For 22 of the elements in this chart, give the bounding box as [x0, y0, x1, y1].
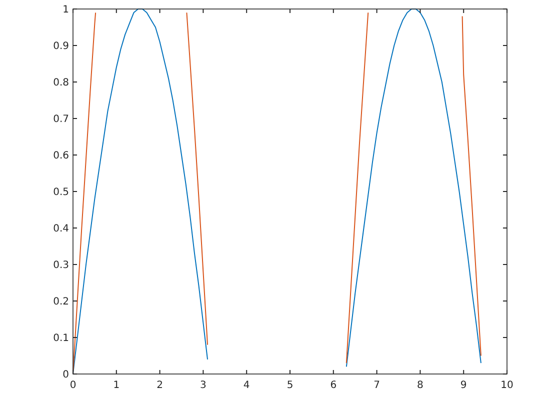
x-tick-label: 4: [243, 380, 250, 391]
x-tick-label: 6: [330, 380, 337, 391]
y-tick-label: 0: [62, 370, 69, 380]
x-tick-label: 7: [374, 380, 380, 391]
x-tick-label: 3: [200, 380, 206, 391]
x-tick-label: 9: [460, 380, 467, 391]
x-tick-label: 1: [113, 380, 120, 391]
y-tick-label: 0.3: [53, 260, 69, 271]
x-tick-label: 2: [156, 380, 163, 391]
y-tick-label: 0.1: [53, 333, 69, 344]
y-tick-label: 0.4: [53, 224, 69, 234]
y-tick-label: 0.2: [53, 296, 69, 308]
y-tick-label: 0.6: [53, 150, 69, 162]
x-tick-label: 10: [500, 380, 514, 391]
x-tick-label: 8: [417, 380, 424, 391]
x-tick-label: 5: [286, 380, 294, 391]
x-tick-label: 0: [70, 380, 76, 391]
y-tick-label: 0.7: [53, 114, 69, 125]
y-tick-label: 0.8: [53, 78, 69, 88]
y-tick-label: 0.9: [53, 41, 69, 52]
y-tick-label: 1: [62, 4, 69, 16]
y-tick-label: 0.5: [53, 187, 69, 198]
